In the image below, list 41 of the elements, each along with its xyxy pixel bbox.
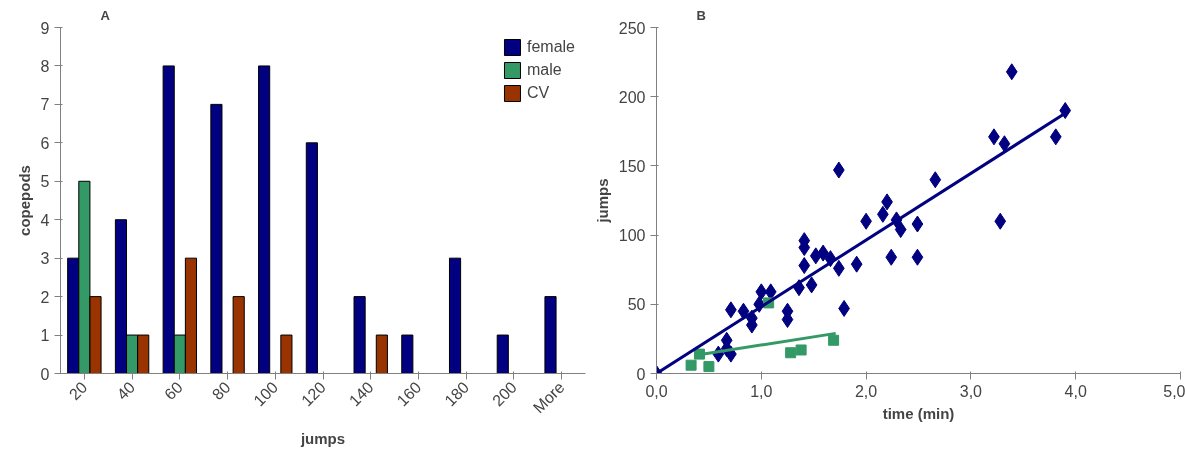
y-tick-label: 4 — [40, 211, 50, 229]
x-tick-label: 80 — [208, 378, 234, 404]
x-axis-title: time (min) — [882, 404, 955, 422]
y-tick-label: 8 — [40, 57, 50, 75]
y-tick-label: 0 — [40, 365, 50, 383]
chart-title: A — [100, 7, 111, 23]
x-axis-title: jumps — [299, 430, 346, 448]
x-tick-label: 3,0 — [959, 382, 983, 400]
legend-label: female — [526, 38, 575, 56]
x-tick-label: 160 — [393, 378, 425, 410]
x-tick-label: 0,0 — [645, 382, 668, 400]
y-tick-label: 9 — [40, 19, 50, 37]
y-tick-label: 3 — [40, 250, 50, 268]
y-tick-label: 6 — [40, 134, 50, 152]
y-tick-label: 2 — [40, 288, 50, 306]
y-tick-label: 250 — [618, 19, 646, 37]
y-tick-label: 50 — [627, 296, 646, 314]
chart-title: B — [696, 7, 706, 23]
legend-label: male — [526, 61, 562, 79]
y-tick-label: 5 — [40, 173, 50, 191]
y-tick-label: 200 — [618, 88, 646, 106]
y-tick-label: 100 — [618, 227, 646, 245]
x-tick-label: 100 — [250, 378, 282, 410]
x-tick-label: 5,0 — [1163, 382, 1185, 400]
y-tick-label: 7 — [40, 96, 50, 114]
x-tick-label: 2,0 — [854, 382, 878, 400]
y-tick-label: 150 — [618, 157, 646, 175]
x-tick-label: 140 — [345, 378, 377, 410]
x-tick-label: 200 — [489, 378, 520, 410]
y-tick-label: 0 — [636, 365, 646, 383]
x-tick-label: 180 — [441, 378, 473, 410]
legend-label: CV — [526, 84, 550, 102]
x-tick-label: 40 — [113, 378, 139, 404]
x-tick-label: 4,0 — [1064, 382, 1087, 400]
x-tick-label: 120 — [298, 378, 330, 410]
y-axis-title: jumps — [593, 178, 611, 224]
y-axis-title: copepods — [15, 165, 33, 236]
x-tick-label: 20 — [65, 378, 91, 404]
y-tick-label: 1 — [40, 327, 50, 345]
x-tick-label: 60 — [161, 378, 186, 404]
x-tick-label: 1,0 — [750, 382, 773, 400]
